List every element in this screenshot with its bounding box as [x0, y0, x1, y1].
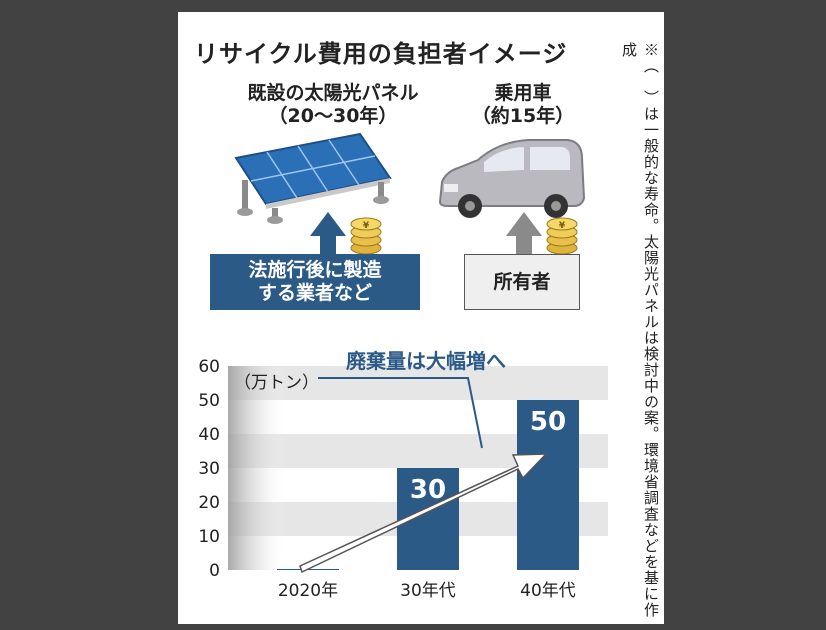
solar-panel-caption: 既設の太陽光パネル （20〜30年）: [218, 82, 448, 128]
coin-stack-icon: ¥: [546, 217, 578, 255]
solar-payer-line1: 法施行後に製造: [248, 259, 382, 281]
bar: [517, 400, 579, 570]
data-label: 30: [410, 475, 446, 505]
data-label: 50: [530, 407, 566, 437]
x-tick-label: 40年代: [520, 581, 576, 601]
chart-title: 廃棄量は大幅増へ: [346, 349, 506, 373]
solar-caption-line2: （20〜30年）: [268, 105, 398, 127]
car-caption-line1: 乗用車: [494, 82, 552, 104]
svg-text:¥: ¥: [363, 221, 370, 231]
illustration-layer: ¥ ¥: [234, 132, 586, 255]
solar-caption-line1: 既設の太陽光パネル: [247, 82, 419, 104]
solar-panel-icon: [234, 132, 392, 224]
solar-payer-line2: する業者など: [257, 282, 372, 304]
car-caption-line2: （約15年）: [471, 105, 575, 127]
car-caption: 乗用車 （約15年）: [448, 82, 598, 128]
y-tick-label: 50: [198, 391, 220, 411]
infographic-card: リサイクル費用の負担者イメージ 既設の太陽光パネル （20〜30年） 乗用車 （…: [178, 12, 664, 624]
y-tick-label: 0: [209, 561, 220, 581]
up-arrow-icon: [310, 212, 346, 254]
coin-stack-icon: ¥: [350, 217, 382, 255]
axis-shade: [228, 366, 288, 570]
x-tick-label: 2020年: [278, 581, 338, 601]
svg-text:¥: ¥: [559, 221, 566, 231]
waste-volume-chart: 60 50 40 30 20 10 0 （万トン） 廃棄量は大幅増へ 30 50 2020年 3…: [198, 349, 608, 601]
y-tick-label: 10: [198, 527, 220, 547]
solar-payer-box: 法施行後に製造 する業者など: [210, 254, 420, 310]
car-icon: [438, 139, 586, 218]
page-title: リサイクル費用の負担者イメージ: [194, 40, 568, 68]
trend-callout: 廃棄量は大幅増へ: [318, 349, 506, 449]
y-tick-label: 20: [198, 493, 220, 513]
x-tick-label: 30年代: [400, 581, 456, 601]
y-tick-label: 40: [198, 425, 220, 445]
source-note: ※（ ）は一般的な寿命。太陽光パネルは検討中の案。環境省調査などを基に作成: [620, 42, 660, 618]
unit-label: （万トン）: [234, 373, 319, 393]
car-payer-box: 所有者: [464, 254, 580, 310]
y-tick-label: 30: [198, 459, 220, 479]
trend-arrow: [299, 453, 548, 574]
grid-band: [228, 366, 608, 400]
y-tick-label: 60: [198, 357, 220, 377]
up-arrow-icon: [506, 212, 542, 254]
